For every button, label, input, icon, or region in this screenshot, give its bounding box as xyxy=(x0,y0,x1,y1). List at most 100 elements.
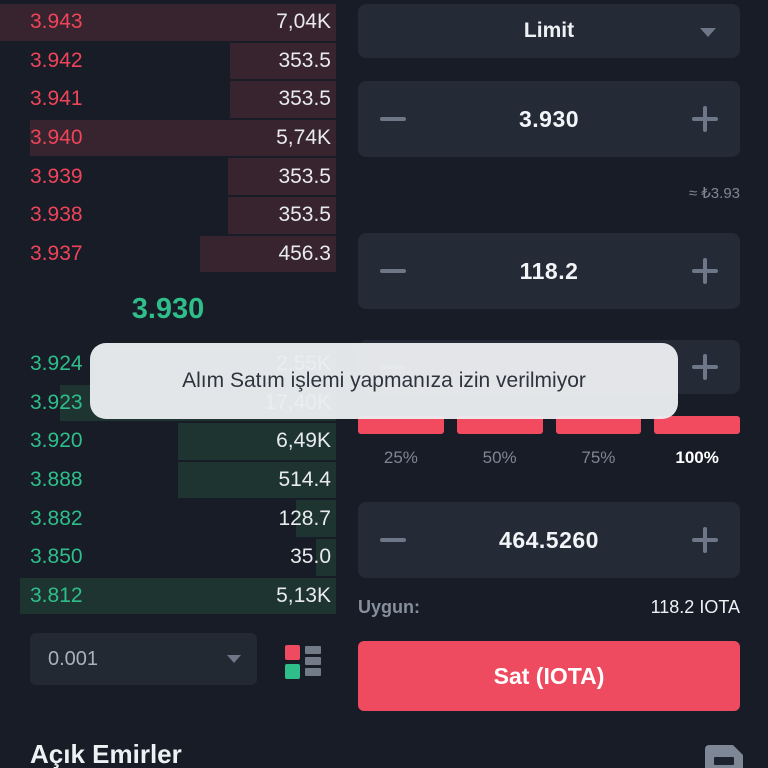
depth-bar xyxy=(200,235,336,273)
order-book-row[interactable]: 3.938 353.5 xyxy=(0,196,336,235)
order-book-price: 3.943 xyxy=(30,10,83,34)
amount-value[interactable]: 118.2 xyxy=(519,257,579,284)
bid-square-icon xyxy=(285,664,300,679)
order-book-price: 3.942 xyxy=(30,48,83,72)
chevron-down-icon xyxy=(700,28,716,37)
order-book-row[interactable]: 3.920 6,49K xyxy=(0,422,336,461)
depth-bar xyxy=(230,42,336,80)
order-book-amount: 128.7 xyxy=(278,506,331,530)
list-bar-icon xyxy=(305,657,321,665)
percent-labels: 25% 50% 75% 100% xyxy=(358,448,740,472)
percent-slider xyxy=(358,416,740,434)
total-stepper: 464.5260 xyxy=(358,502,740,578)
percent-segment-50%[interactable] xyxy=(456,416,543,434)
order-book-price: 3.939 xyxy=(30,164,83,188)
order-book-price: 3.812 xyxy=(30,583,83,607)
available-label: Uygun: xyxy=(358,597,420,617)
available-row: Uygun: 118.2 IOTA xyxy=(358,597,740,618)
total-increase-button[interactable] xyxy=(692,527,718,553)
order-type-select[interactable]: Limit xyxy=(358,4,740,58)
order-book-amount: 5,13K xyxy=(276,583,331,607)
percent-label-25%[interactable]: 25% xyxy=(383,448,418,467)
toast-message: Alım Satım işlemi yapmanıza izin verilmi… xyxy=(90,343,678,419)
percent-segment-75%[interactable] xyxy=(555,416,642,434)
toast-text: Alım Satım işlemi yapmanıza izin verilmi… xyxy=(182,369,586,392)
sell-button[interactable]: Sat (IOTA) xyxy=(358,641,740,711)
order-book-amount: 7,04K xyxy=(276,10,331,34)
order-book-row[interactable]: 3.941 353.5 xyxy=(0,80,336,119)
depth-bar xyxy=(178,461,336,499)
percent-label-100%[interactable]: 100% xyxy=(675,448,719,467)
tick-size-value: 0.001 xyxy=(48,647,99,670)
depth-bar xyxy=(178,423,336,460)
order-book-row[interactable]: 3.937 456.3 xyxy=(0,235,336,274)
order-book-amount: 35.0 xyxy=(290,545,331,569)
orderbook-layout-toggle-icon[interactable] xyxy=(285,643,322,680)
order-book-row[interactable]: 3.882 128.7 xyxy=(0,499,336,538)
depth-bar xyxy=(228,158,336,195)
depth-bar xyxy=(228,196,336,234)
doc-fold xyxy=(733,745,743,755)
price-value[interactable]: 3.930 xyxy=(518,105,580,132)
order-book-row[interactable]: 3.940 5,74K xyxy=(0,119,336,158)
chevron-down-icon xyxy=(227,655,241,663)
order-book-amount: 353.5 xyxy=(278,48,331,72)
total-value[interactable]: 464.5260 xyxy=(499,526,599,553)
depth-bar xyxy=(230,81,336,118)
plus-bar xyxy=(703,106,707,132)
order-book-price: 3.938 xyxy=(30,203,83,227)
depth-bar xyxy=(20,577,336,615)
order-book-row[interactable]: 3.812 5,13K xyxy=(0,577,336,616)
percent-label-50%[interactable]: 50% xyxy=(482,448,517,467)
depth-bar xyxy=(0,4,336,41)
amount-stepper: 118.2 xyxy=(358,233,740,309)
plus-bar xyxy=(703,258,707,284)
plus-bar xyxy=(703,527,707,553)
order-book-price: 3.850 xyxy=(30,545,83,569)
hidden-increase-button[interactable] xyxy=(692,354,718,380)
price-decrease-button[interactable] xyxy=(380,117,406,121)
order-book-amount: 514.4 xyxy=(278,468,331,492)
percent-segment-25%[interactable] xyxy=(358,416,444,434)
order-book-price: 3.924 xyxy=(30,352,83,376)
order-book-row[interactable]: 3.850 35.0 xyxy=(0,538,336,577)
order-book-price: 3.882 xyxy=(30,506,83,530)
order-type-label: Limit xyxy=(523,19,575,42)
order-book-price: 3.888 xyxy=(30,468,83,492)
list-bar-icon xyxy=(305,646,321,654)
order-book-price: 3.940 xyxy=(30,126,83,150)
amount-increase-button[interactable] xyxy=(692,258,718,284)
doc-dash xyxy=(714,757,734,765)
fiat-approx-value: ≈ ₺3.93 xyxy=(688,185,740,202)
order-book-row[interactable]: 3.939 353.5 xyxy=(0,157,336,196)
order-book-row[interactable]: 3.942 353.5 xyxy=(0,42,336,81)
order-book-row[interactable]: 3.888 514.4 xyxy=(0,461,336,500)
order-book-amount: 353.5 xyxy=(278,164,331,188)
percent-segment-100%[interactable] xyxy=(654,416,740,434)
order-book-asks: 3.943 7,04K 3.942 353.5 3.941 353.5 3.940 5,74K… xyxy=(0,3,336,273)
price-stepper: 3.930 xyxy=(358,81,740,157)
depth-bar xyxy=(30,119,336,157)
order-book-amount: 456.3 xyxy=(278,241,331,265)
amount-decrease-button[interactable] xyxy=(380,269,406,273)
order-history-icon[interactable] xyxy=(705,745,743,768)
order-book-row[interactable]: 3.943 7,04K xyxy=(0,3,336,42)
price-increase-button[interactable] xyxy=(692,106,718,132)
order-book-price: 3.937 xyxy=(30,241,83,265)
order-book-price: 3.941 xyxy=(30,87,83,111)
order-book-amount: 5,74K xyxy=(276,126,331,150)
order-book-amount: 6,49K xyxy=(276,429,331,453)
order-book-amount: 353.5 xyxy=(278,203,331,227)
last-price[interactable]: 3.930 xyxy=(131,293,205,325)
tick-size-select[interactable]: 0.001 xyxy=(30,633,257,685)
order-book-price: 3.923 xyxy=(30,390,83,414)
list-bar-icon xyxy=(305,668,321,676)
order-book-price: 3.920 xyxy=(30,429,83,453)
order-book-amount: 353.5 xyxy=(278,87,331,111)
total-decrease-button[interactable] xyxy=(380,538,406,542)
plus-bar xyxy=(703,354,707,380)
sell-button-label: Sat (IOTA) xyxy=(493,662,605,689)
percent-label-75%[interactable]: 75% xyxy=(581,448,616,467)
open-orders-title: Açık Emirler xyxy=(30,739,182,768)
